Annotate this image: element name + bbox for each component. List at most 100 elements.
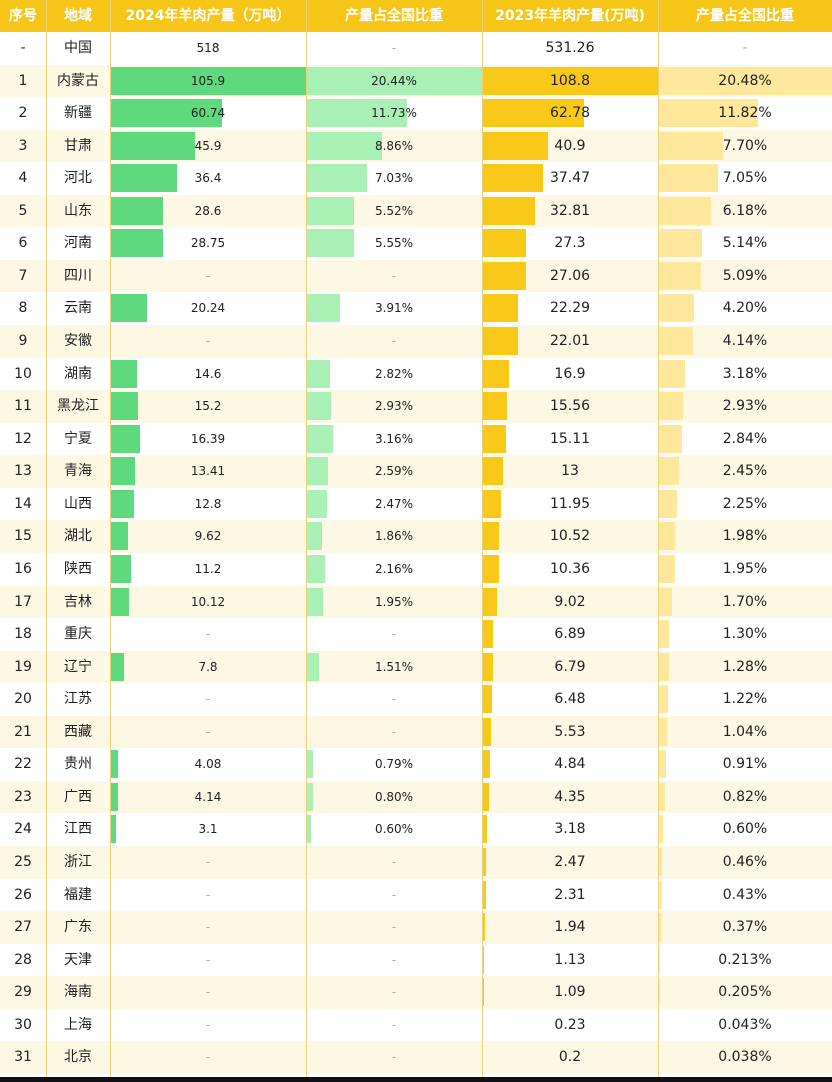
production-2023-label: 27.3	[554, 235, 586, 252]
production-2024-label: 3.1	[198, 822, 218, 837]
production-2024-label: 11.2	[194, 561, 222, 576]
production-2024-bar	[110, 815, 116, 844]
production-2023-bar	[482, 815, 488, 844]
production-2023-bar	[482, 913, 486, 942]
production-2024-label: 36.4	[194, 171, 222, 186]
share-2024-label: 1.51%	[374, 659, 414, 674]
share-2024-label: 1.95%	[374, 594, 414, 609]
share-2024-label: -	[391, 985, 397, 1000]
production-2024-bar	[110, 554, 131, 583]
share-2024-label: 2.16%	[374, 561, 414, 576]
production-2023-bar	[482, 652, 493, 681]
share-2023-label: 0.038%	[718, 1049, 772, 1066]
share-2024-bar	[306, 66, 482, 95]
table-row: 10 湖南 14.6 2.82% 16.9 3.18%	[0, 357, 832, 391]
row-index: 18	[14, 626, 32, 643]
share-2024-bar	[306, 587, 323, 616]
column-divider	[482, 0, 483, 1082]
production-2024-label: 16.39	[190, 431, 226, 446]
share-2023-label: 0.37%	[722, 919, 768, 936]
production-2023-label: 15.11	[549, 430, 591, 447]
row-index: 24	[14, 821, 32, 838]
row-index: 17	[14, 593, 32, 610]
production-2023-bar	[482, 620, 494, 649]
table-row: 31 北京 - - 0.2 0.038%	[0, 1041, 832, 1074]
share-2024-label: 1.86%	[374, 529, 414, 544]
production-2024-bar	[110, 522, 128, 551]
production-2023-label: 15.56	[549, 398, 591, 415]
share-2023-label: 1.28%	[722, 658, 768, 675]
row-index: 8	[18, 300, 28, 317]
row-index: 30	[14, 1016, 32, 1033]
table-row: 19 辽宁 7.8 1.51% 6.79 1.28%	[0, 650, 832, 684]
share-2024-label: 8.86%	[374, 138, 414, 153]
production-2023-label: 0.23	[554, 1016, 586, 1033]
production-2023-bar	[482, 294, 519, 323]
production-2023-label: 6.48	[554, 691, 586, 708]
table-row: 12 宁夏 16.39 3.16% 15.11 2.84%	[0, 422, 832, 456]
region-name: 广东	[64, 919, 92, 936]
region-name: 黑龙江	[57, 398, 99, 415]
table-row: 14 山西 12.8 2.47% 11.95 2.25%	[0, 487, 832, 521]
share-2024-label: -	[391, 1017, 397, 1032]
production-2024-label: -	[205, 887, 211, 902]
row-index: 14	[14, 495, 32, 512]
production-2023-bar	[482, 880, 486, 909]
share-2023-label: 1.22%	[722, 691, 768, 708]
region-name: 云南	[64, 300, 92, 317]
region-name: 河北	[64, 170, 92, 187]
production-2023-label: 1.09	[554, 984, 586, 1001]
production-2023-label: 10.36	[549, 560, 591, 577]
share-2023-label: 2.45%	[722, 463, 768, 480]
share-2023-label: 5.14%	[722, 235, 768, 252]
share-2023-label: -	[742, 40, 748, 56]
row-index: 11	[14, 398, 32, 415]
share-2023-label: 2.93%	[722, 398, 768, 415]
production-2023-label: 2.47	[554, 854, 586, 870]
row-index: 23	[14, 788, 32, 805]
table-row: 29 海南 - - 1.09 0.205%	[0, 976, 832, 1009]
share-2023-bar	[658, 131, 724, 160]
share-2023-bar	[658, 880, 662, 909]
share-2023-bar	[658, 620, 670, 649]
table-row: 9 安徽 - - 22.01 4.14%	[0, 325, 832, 358]
production-2023-label: 13	[561, 463, 579, 480]
production-2023-bar	[482, 196, 536, 225]
share-2023-bar	[658, 522, 675, 551]
table-row: 16 陕西 11.2 2.16% 10.36 1.95%	[0, 552, 832, 586]
production-2024-bar	[110, 750, 118, 779]
row-index: 4	[18, 170, 28, 187]
share-2023-bar	[658, 652, 669, 681]
share-2023-bar	[658, 554, 675, 583]
share-2024-label: 11.73%	[371, 106, 417, 121]
production-2024-label: 10.12	[190, 594, 226, 609]
production-2024-label: -	[205, 985, 211, 1000]
production-2024-label: -	[205, 268, 211, 283]
share-2023-label: 1.30%	[722, 626, 768, 643]
region-name: 新疆	[64, 105, 92, 122]
table-row: 1 内蒙古 105.9 20.44% 108.8 20.48%	[0, 64, 832, 98]
region-name: 青海	[64, 463, 92, 480]
production-2023-label: 3.18	[554, 821, 586, 838]
production-2023-label: 40.9	[554, 137, 586, 154]
region-name: 江苏	[64, 691, 92, 708]
production-2024-label: -	[205, 855, 211, 869]
share-2024-label: -	[391, 952, 397, 967]
region-name: 贵州	[64, 756, 92, 773]
table-row: 26 福建 - - 2.31 0.43%	[0, 878, 832, 912]
header-region: 地域	[64, 8, 92, 24]
row-index: 2	[18, 105, 28, 122]
production-2024-bar	[110, 392, 139, 421]
production-2024-label: 4.08	[194, 757, 222, 772]
share-2024-label: 7.03%	[374, 171, 414, 186]
share-2023-bar	[658, 750, 666, 779]
production-2023-label: 37.47	[549, 170, 591, 187]
region-name: 山东	[64, 202, 92, 219]
production-2023-bar	[482, 99, 584, 128]
production-2024-label: 28.75	[190, 236, 226, 251]
production-2024-label: -	[205, 920, 211, 935]
region-name: 山西	[64, 495, 92, 512]
production-2024-bar	[110, 782, 118, 811]
share-2023-label: 7.05%	[722, 170, 768, 187]
production-2023-label: 1.94	[554, 919, 586, 936]
